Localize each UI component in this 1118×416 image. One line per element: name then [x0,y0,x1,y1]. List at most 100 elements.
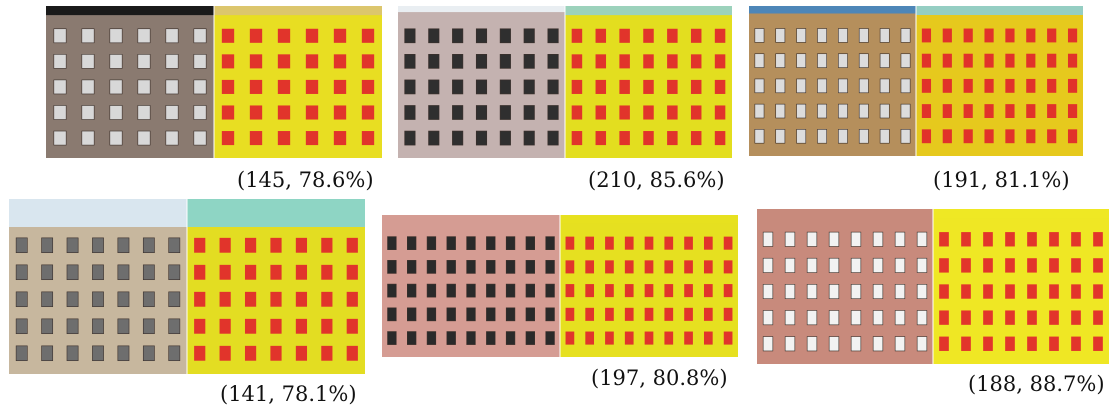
window-mask [277,105,291,120]
window [850,310,862,326]
caption-panel-5: (197, 80.8%) [591,366,728,390]
window-mask [684,260,693,274]
window [806,310,818,326]
window-mask [1093,232,1103,247]
window-mask [983,310,993,325]
window [53,28,67,44]
window [838,129,848,144]
window-mask [277,54,291,69]
window-mask [984,53,994,68]
window [879,78,890,94]
window [850,231,862,247]
window [754,129,765,144]
window-mask [684,236,693,250]
window-mask [219,237,231,253]
window-mask [605,236,614,250]
window [426,331,437,345]
window [900,78,911,94]
window-mask [305,54,319,69]
window [15,291,28,308]
window-mask [249,79,263,94]
window [525,260,535,274]
window [784,257,796,273]
window [784,310,796,326]
window [452,79,464,95]
window-mask [1047,104,1057,118]
window [426,307,437,322]
window-mask [270,318,282,334]
window [53,79,67,95]
window-mask [333,54,347,69]
window [499,54,511,69]
window [81,28,95,44]
window [193,54,207,69]
window [66,291,79,308]
window-mask [565,236,575,250]
segmentation-map [916,6,1083,156]
window-mask [270,264,282,280]
window-mask [961,310,971,325]
window-mask [1005,258,1015,273]
window [784,336,796,352]
window [165,54,179,69]
window-mask [684,307,693,321]
window-mask [723,284,733,298]
window [900,28,911,43]
window [475,54,488,69]
window [475,79,488,95]
window-mask [1005,53,1015,68]
window-mask [295,237,308,253]
window [404,79,416,95]
window-mask [1027,310,1037,325]
window-mask [664,260,674,274]
window [407,260,417,274]
window-mask [219,264,231,280]
window [872,284,884,300]
facade-photo [749,6,916,156]
window-mask [221,54,235,69]
window [41,264,54,281]
segmentation-sky-band [187,199,365,227]
window-mask [277,131,291,146]
window [817,78,827,94]
window [168,345,181,362]
window [404,105,416,120]
window-mask [605,260,614,274]
window-mask [984,129,994,144]
facade-photo [757,209,933,364]
window [775,129,786,144]
window [193,28,207,44]
window [92,264,104,281]
window-mask [1071,232,1081,247]
window-mask [1027,284,1037,299]
window-mask [667,79,678,94]
window-mask [723,307,733,321]
window [92,345,104,362]
window-mask [346,345,358,361]
window-mask [221,28,235,43]
window-mask [942,129,952,144]
window-mask [963,78,973,93]
caption-panel-4: (141, 78.1%) [220,382,357,406]
window [407,236,417,250]
window-mask [321,318,333,334]
window [387,236,397,250]
facade-panel-4 [9,199,365,374]
window [505,260,516,274]
window-mask [939,258,949,273]
window [523,79,535,95]
window-mask [333,79,347,94]
window [452,28,464,44]
window [523,54,535,69]
window [806,284,818,300]
window-mask [249,54,263,69]
sky-region [398,6,565,13]
window [165,130,179,146]
window [900,129,911,144]
window [754,103,765,119]
window-mask [619,131,630,146]
window [407,307,417,322]
window [916,336,928,352]
facade-pair-3 [749,6,1083,156]
window [499,79,511,95]
